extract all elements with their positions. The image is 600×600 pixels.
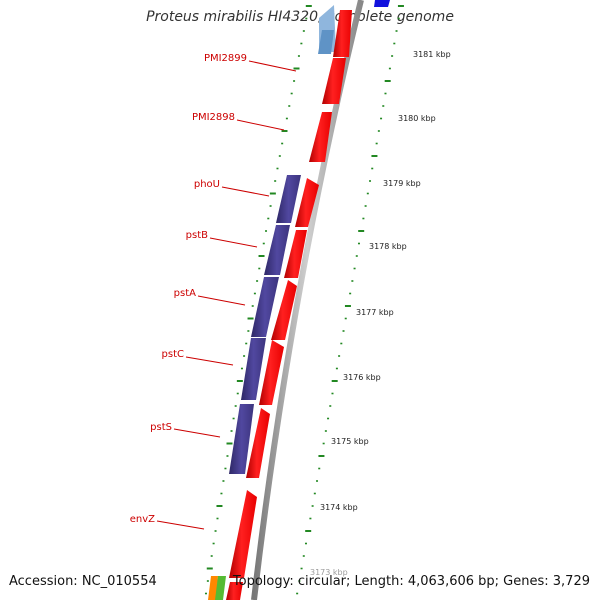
gene-label-pmi2898[interactable]: PMI2898 (192, 112, 235, 123)
pst-operon[interactable] (229, 175, 301, 474)
tick-label: 3176 kbp (343, 373, 381, 382)
gene-block[interactable] (251, 277, 279, 337)
gene-arrow[interactable] (284, 230, 307, 278)
tick-label: 3178 kbp (369, 242, 407, 251)
gene-label-psts[interactable]: pstS (150, 422, 172, 433)
gene-arrow[interactable] (229, 490, 257, 578)
gene-arrow[interactable] (309, 112, 332, 162)
gene-feature[interactable] (208, 576, 218, 600)
gene-label-envz[interactable]: envZ (130, 514, 155, 525)
gene-feature[interactable] (215, 576, 226, 600)
gene-block[interactable] (264, 225, 290, 275)
tick-label: 3175 kbp (331, 437, 369, 446)
gene-label-pstc[interactable]: pstC (162, 349, 184, 360)
accession-label: Accession: NC_010554 (9, 574, 157, 589)
tick-label: 3174 kbp (320, 503, 358, 512)
gene-feature[interactable] (318, 30, 334, 54)
gene-arrow[interactable] (246, 408, 270, 478)
gene-arrow[interactable] (259, 340, 284, 405)
gene-label-lines (156, 60, 297, 530)
tick-label: 3179 kbp (383, 179, 421, 188)
gene-arrow[interactable] (226, 582, 243, 600)
gc-skew-track (204, 5, 404, 595)
scale-ticks: 3181 kbp 3180 kbp 3179 kbp 3178 kbp 3177… (310, 50, 451, 577)
tick-label: 3181 kbp (413, 50, 451, 59)
gene-label-psta[interactable]: pstA (174, 288, 196, 299)
tick-label: 3180 kbp (398, 114, 436, 123)
gene-label-pstb[interactable]: pstB (186, 230, 208, 241)
gene-feature[interactable] (374, 0, 390, 7)
gene-block[interactable] (276, 175, 301, 223)
gene-arrow[interactable] (271, 280, 297, 340)
forward-genes[interactable] (226, 10, 352, 600)
genome-summary: Topology: circular; Length: 4,063,606 bp… (232, 574, 590, 589)
gene-labels: PMI2899 PMI2898 phoU pstB pstA pstC pstS… (130, 53, 247, 525)
gene-arrow[interactable] (333, 10, 352, 57)
gene-arrow[interactable] (295, 178, 319, 227)
map-title: Proteus mirabilis HI4320, complete genom… (146, 9, 454, 25)
gene-block[interactable] (229, 404, 254, 474)
tick-label: 3173 kbp (310, 568, 348, 577)
gene-block[interactable] (241, 338, 266, 400)
gene-arrow[interactable] (322, 58, 346, 104)
tick-label: 3177 kbp (356, 308, 394, 317)
gene-label-phou[interactable]: phoU (194, 179, 220, 190)
gene-label-pmi2899[interactable]: PMI2899 (204, 53, 247, 64)
